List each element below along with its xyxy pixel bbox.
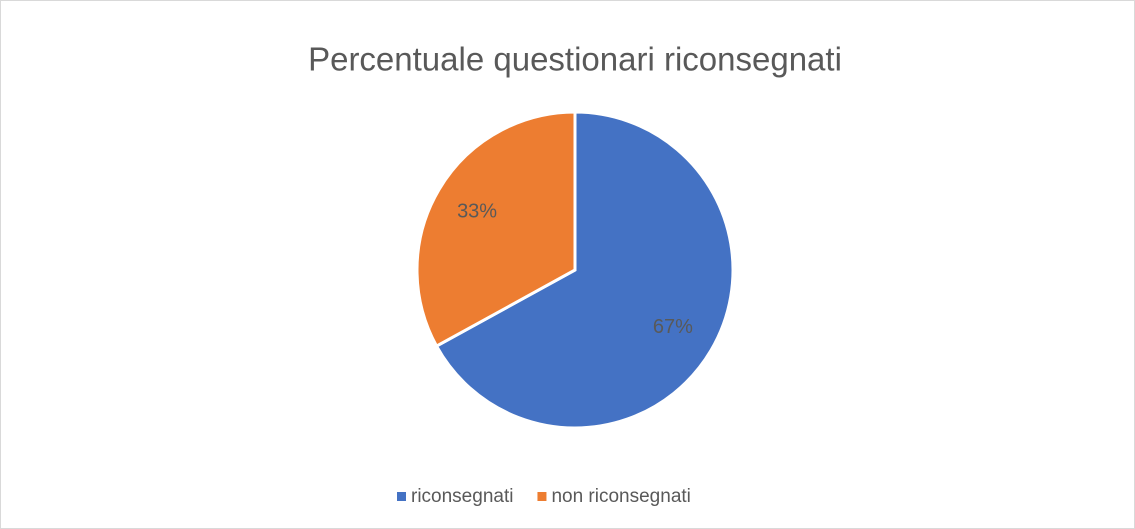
pie-slice: [415, 110, 577, 349]
pie-slice: [434, 110, 735, 430]
data-label: 67%: [653, 316, 693, 338]
chart-title: Percentuale questionari riconsegnati: [308, 41, 842, 78]
legend-swatch: [397, 492, 406, 501]
data-label: 33%: [457, 200, 497, 222]
legend-swatch: [537, 492, 547, 501]
legend-label: riconsegnati: [411, 486, 513, 507]
legend-label: non riconsegnati: [551, 486, 690, 507]
